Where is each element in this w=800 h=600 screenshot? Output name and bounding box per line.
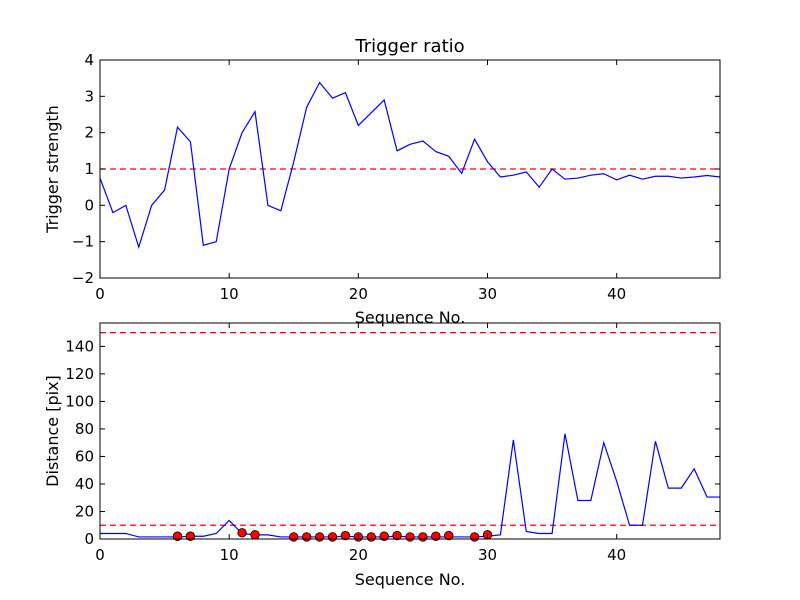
y-tick-label: 80 — [75, 420, 94, 438]
y-tick-label: 0 — [84, 196, 94, 214]
x-axis-label: Sequence No. — [355, 308, 466, 327]
y-tick-label: 40 — [75, 475, 94, 493]
y-tick-label: 2 — [84, 124, 94, 142]
x-tick-label: 20 — [349, 285, 368, 303]
y-tick-label: 20 — [75, 502, 94, 520]
x-tick-label: 0 — [95, 546, 105, 564]
x-tick-label: 40 — [607, 285, 626, 303]
data-point-marker — [250, 530, 260, 540]
x-tick-label: 20 — [349, 546, 368, 564]
x-axis-label: Sequence No. — [355, 570, 466, 589]
data-point-marker — [444, 530, 454, 541]
data-point-marker — [392, 530, 402, 541]
data-point-marker — [366, 532, 376, 542]
distance-panel: 0 10 20 30 40 0 20 40 60 80 100 120 140 Sequence No. D… — [43, 322, 721, 589]
x-tick-label: 30 — [478, 546, 497, 564]
y-tick-label: 60 — [75, 447, 94, 465]
x-tick-label: 30 — [478, 285, 497, 303]
series-line — [100, 433, 720, 538]
y-tick-label: −2 — [72, 269, 94, 287]
y-axis-label: Trigger strength — [43, 105, 62, 234]
data-point-marker — [418, 532, 428, 542]
data-point-marker — [185, 531, 196, 541]
data-point-marker — [379, 531, 389, 541]
y-tick-label: 1 — [84, 160, 94, 178]
data-point-marker — [405, 532, 415, 542]
data-point-marker — [431, 531, 441, 541]
data-point-marker — [327, 532, 338, 542]
y-tick-label: 4 — [84, 51, 94, 69]
series-line — [99, 81, 721, 250]
y-tick-label: 140 — [65, 337, 94, 355]
chart-title: Trigger ratio — [354, 36, 464, 57]
data-point-marker — [340, 530, 351, 541]
data-point-marker — [237, 528, 247, 538]
x-tick-label: 10 — [220, 285, 239, 303]
y-tick-label: 120 — [65, 365, 94, 383]
y-tick-label: 3 — [84, 87, 94, 105]
plot-frame — [99, 322, 721, 540]
data-point-marker — [469, 532, 480, 542]
x-tick-label: 40 — [607, 546, 626, 564]
data-point-marker — [289, 532, 299, 542]
y-tick-label: 0 — [84, 530, 94, 548]
data-point-marker — [314, 532, 325, 542]
x-tick-label: 10 — [220, 546, 239, 564]
data-point-marker — [301, 532, 312, 542]
y-axis-label: Distance [pix] — [43, 375, 62, 487]
data-point-marker — [172, 531, 183, 541]
y-tick-label: 100 — [65, 392, 94, 410]
trigger-ratio-panel: 0 10 20 30 40 −2 −1 0 1 2 3 4 Trigger ratio Sequence … — [43, 36, 721, 327]
x-tick-label: 0 — [95, 285, 105, 303]
y-tick-label: −1 — [72, 233, 94, 251]
